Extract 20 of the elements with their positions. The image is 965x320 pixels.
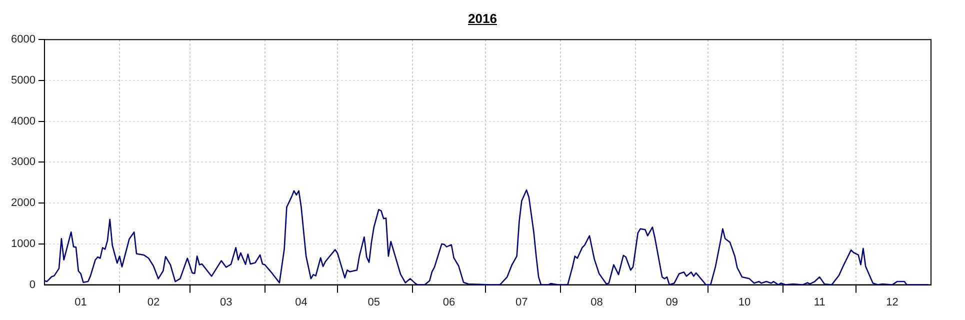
y-tick-label: 0: [29, 278, 36, 291]
y-tick-label: 6000: [10, 34, 36, 46]
chart-title: 2016: [467, 10, 498, 28]
x-tick-label: 11: [814, 296, 826, 308]
x-tick-label: 07: [516, 296, 528, 308]
x-tick-label: 02: [147, 296, 160, 308]
x-tick-label: 04: [295, 296, 308, 308]
x-tick-label: 05: [368, 296, 380, 308]
x-tick-label: 10: [738, 296, 751, 308]
x-tick-label: 06: [442, 296, 456, 308]
y-tick-label: 1000: [10, 238, 36, 250]
x-tick-label: 09: [666, 296, 678, 308]
y-tick-label: 2000: [10, 197, 36, 210]
x-tick-label: 01: [74, 296, 87, 308]
x-tick-label: 12: [886, 296, 898, 308]
y-tick-label: 4000: [10, 115, 36, 128]
y-tick-label: 5000: [10, 74, 36, 86]
x-tick-label: 03: [220, 296, 232, 308]
x-tick-label: 08: [590, 296, 603, 308]
y-tick-label: 3000: [10, 156, 36, 168]
